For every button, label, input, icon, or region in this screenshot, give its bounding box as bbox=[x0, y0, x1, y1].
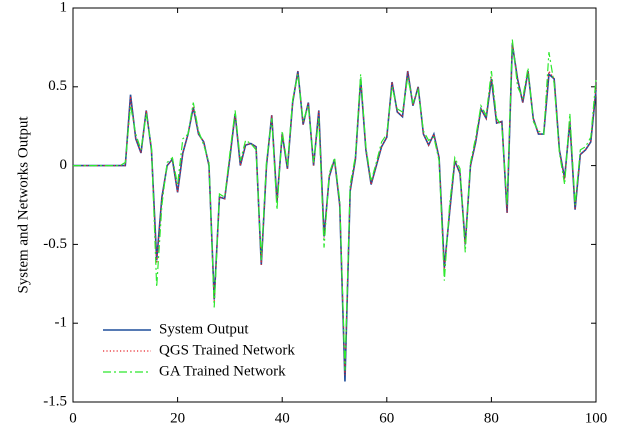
x-tick-label: 20 bbox=[170, 410, 185, 426]
x-tick-label: 80 bbox=[484, 410, 499, 426]
series-line bbox=[73, 39, 597, 371]
legend-label: System Output bbox=[159, 321, 249, 337]
x-tick-label: 60 bbox=[379, 410, 394, 426]
y-tick-label: -1 bbox=[55, 315, 68, 331]
x-tick-label: 100 bbox=[585, 410, 608, 426]
y-tick-label: 0 bbox=[60, 157, 68, 173]
legend-label: GA Trained Network bbox=[159, 363, 286, 379]
y-tick-label: -0.5 bbox=[43, 236, 67, 252]
x-tick-label: 40 bbox=[275, 410, 290, 426]
y-tick-label: -1.5 bbox=[43, 393, 67, 409]
y-tick-label: 0.5 bbox=[48, 78, 67, 94]
plot-frame bbox=[72, 7, 597, 403]
x-tick-label: 0 bbox=[69, 410, 77, 426]
y-axis-label: System and Networks Output bbox=[15, 116, 31, 294]
y-tick-label: 1 bbox=[60, 0, 68, 15]
legend-label: QGS Trained Network bbox=[159, 342, 295, 358]
series-line bbox=[73, 44, 597, 382]
series-line bbox=[73, 42, 597, 376]
